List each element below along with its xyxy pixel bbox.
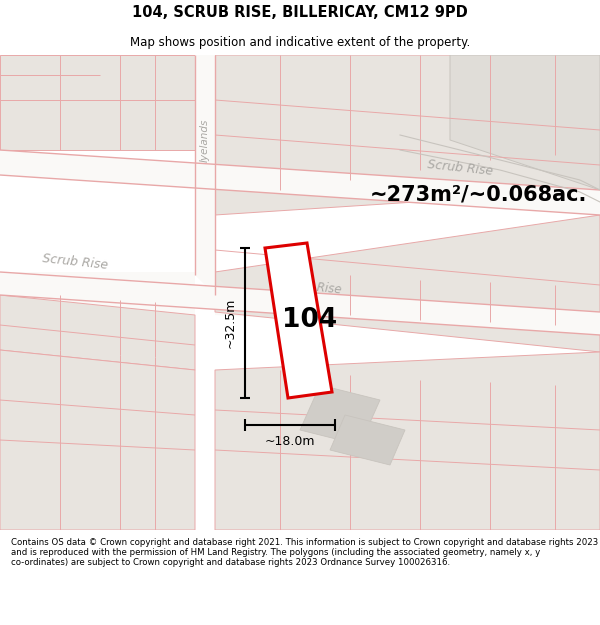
- Text: 104: 104: [283, 308, 338, 333]
- Polygon shape: [450, 55, 600, 190]
- Polygon shape: [330, 415, 405, 465]
- Text: Map shows position and indicative extent of the property.: Map shows position and indicative extent…: [130, 36, 470, 49]
- Polygon shape: [0, 295, 195, 370]
- Polygon shape: [0, 350, 195, 530]
- Text: ~32.5m: ~32.5m: [224, 298, 237, 348]
- Text: Scrub Rise: Scrub Rise: [41, 252, 109, 272]
- Polygon shape: [300, 385, 380, 445]
- Text: Scrub Rise: Scrub Rise: [427, 158, 493, 178]
- Text: 104, SCRUB RISE, BILLERICAY, CM12 9PD: 104, SCRUB RISE, BILLERICAY, CM12 9PD: [132, 4, 468, 19]
- Polygon shape: [0, 150, 600, 215]
- Text: Scrub Rise: Scrub Rise: [278, 278, 341, 297]
- Text: Contains OS data © Crown copyright and database right 2021. This information is : Contains OS data © Crown copyright and d…: [11, 538, 598, 568]
- Polygon shape: [215, 215, 600, 352]
- Polygon shape: [195, 55, 215, 295]
- Polygon shape: [0, 272, 195, 315]
- Polygon shape: [265, 243, 332, 398]
- Polygon shape: [215, 312, 600, 352]
- Text: ~273m²/~0.068ac.: ~273m²/~0.068ac.: [370, 185, 587, 205]
- Text: ~18.0m: ~18.0m: [265, 435, 315, 448]
- Polygon shape: [0, 55, 195, 150]
- Polygon shape: [215, 352, 600, 530]
- Polygon shape: [0, 272, 600, 335]
- Text: Iyelands: Iyelands: [200, 118, 210, 162]
- Polygon shape: [215, 55, 600, 215]
